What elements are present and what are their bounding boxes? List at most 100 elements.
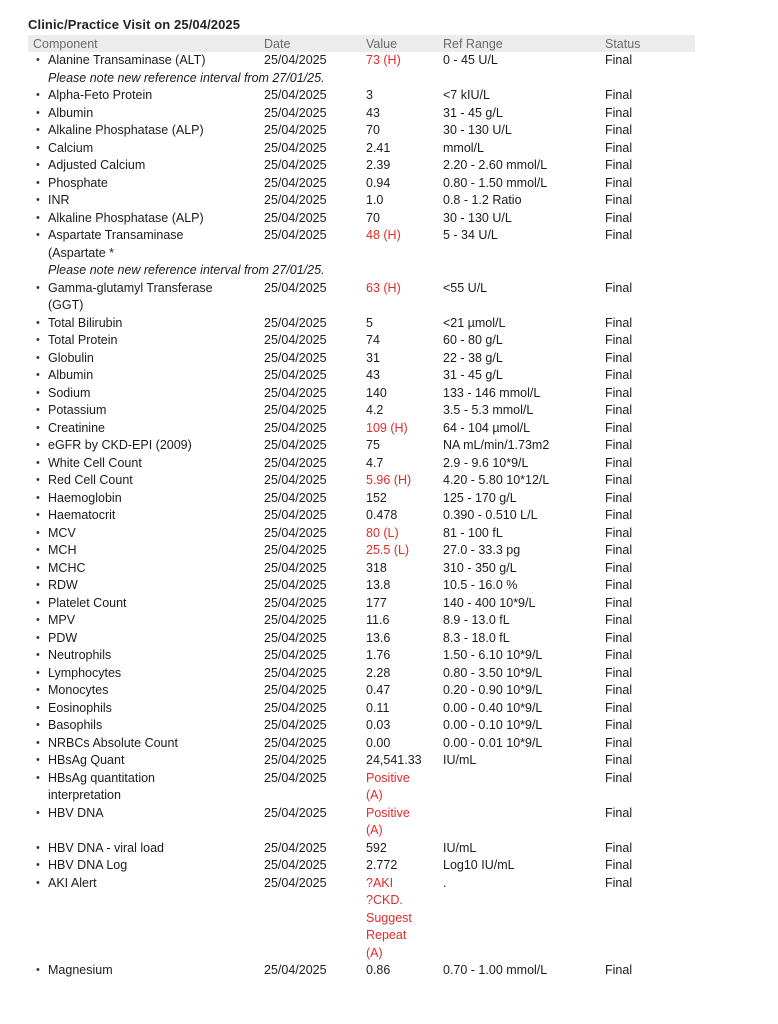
table-row: • Creatinine 25/04/2025 109 (H) 64 - 104 … (28, 420, 695, 438)
component-label: Albumin (48, 105, 94, 120)
component-label: eGFR by CKD-EPI (2009) (48, 438, 192, 452)
table-row: • RDW 25/04/2025 13.8 10.5 - 16.0 % Final (28, 577, 695, 595)
value-cell: 31 (366, 350, 380, 365)
date-cell: 25/04/2025 (264, 560, 327, 575)
value-cell: 75 (366, 438, 380, 452)
value-cell: 2.772 (366, 858, 398, 872)
ref-range-cell: 3.5 - 5.3 mmol/L (443, 403, 534, 417)
component-label: Eosinophils (48, 700, 112, 715)
date-cell: 25/04/2025 (264, 735, 327, 750)
component-label: Platelet Count (48, 595, 127, 610)
status-cell: Final (605, 105, 633, 120)
bullet-icon: • (36, 106, 40, 119)
ref-range-cell: 8.9 - 13.0 fL (443, 613, 510, 627)
value-cell: 63 (H) (366, 280, 401, 295)
status-cell: Final (605, 595, 633, 610)
status-cell: Final (605, 473, 633, 487)
component-cell: • Magnesium (28, 962, 264, 980)
date-cell: 25/04/2025 (264, 805, 327, 820)
value-cell: 109 (H) (366, 420, 408, 435)
date-cell: 25/04/2025 (264, 158, 327, 172)
table-row: • Aspartate Transaminase (Aspartate * 25/… (28, 227, 695, 262)
date-cell: 25/04/2025 (264, 210, 327, 225)
table-row: • Sodium 25/04/2025 140 133 - 146 mmol/L … (28, 385, 695, 403)
status-cell: Final (605, 735, 633, 750)
ref-range-cell: 133 - 146 mmol/L (443, 385, 541, 400)
component-label: Alkaline Phosphatase (ALP) (48, 210, 204, 225)
ref-range-cell: <55 U/L (443, 280, 488, 295)
bullet-icon: • (36, 491, 40, 504)
value-cell: Positive (A) (366, 770, 410, 803)
component-label: HBV DNA - viral load (48, 840, 165, 855)
component-cell: • Albumin (28, 367, 264, 385)
component-label: Aspartate Transaminase (Aspartate * (48, 228, 184, 260)
value-cell: 592 (366, 840, 387, 855)
component-cell: • White Cell Count (28, 455, 264, 473)
status-cell: Final (605, 560, 633, 575)
date-cell: 25/04/2025 (264, 595, 327, 610)
ref-range-cell: 2.20 - 2.60 mmol/L (443, 158, 548, 172)
ref-range-cell: NA mL/min/1.73m2 (443, 438, 550, 452)
value-cell: 5.96 (H) (366, 473, 412, 487)
status-cell: Final (605, 875, 633, 890)
component-label: Calcium (48, 140, 94, 155)
bullet-icon: • (36, 386, 40, 399)
bullet-icon: • (36, 736, 40, 749)
bullet-icon: • (36, 124, 40, 136)
date-cell: 25/04/2025 (264, 368, 327, 382)
component-label: MCH (48, 543, 77, 557)
component-cell: • Platelet Count (28, 595, 264, 613)
bullet-icon: • (36, 194, 40, 206)
component-cell: • Alpha-Feto Protein (28, 87, 264, 105)
ref-range-cell: <7 kIU/L (443, 88, 490, 102)
status-cell: Final (605, 665, 633, 680)
bullet-icon: • (36, 54, 40, 66)
table-row: • Gamma-glutamyl Transferase (GGT) 25/04/… (28, 280, 695, 315)
table-row: • HBsAg Quant 25/04/2025 24,541.33 IU/mL … (28, 752, 695, 770)
date-cell: 25/04/2025 (264, 753, 327, 767)
bullet-icon: • (36, 316, 40, 329)
date-cell: 25/04/2025 (264, 613, 327, 627)
bullet-icon: • (36, 334, 40, 346)
ref-range-cell (443, 805, 605, 840)
date-cell: 25/04/2025 (264, 385, 327, 400)
col-header-date: Date (264, 35, 366, 52)
status-cell: Final (605, 648, 633, 662)
bullet-icon: • (36, 649, 40, 661)
component-label: Albumin (48, 368, 94, 382)
value-cell: 74 (366, 333, 380, 347)
col-header-value: Value (366, 35, 443, 52)
bullet-icon: • (36, 509, 40, 521)
table-row: • Basophils 25/04/2025 0.03 0.00 - 0.10 1… (28, 717, 695, 735)
ref-range-cell: 140 - 400 10*9/L (443, 595, 536, 610)
ref-range-cell: 5 - 34 U/L (443, 228, 498, 242)
value-cell: 43 (366, 105, 380, 120)
value-cell: 70 (366, 210, 380, 225)
note-row: Please note new reference interval from … (28, 262, 695, 280)
component-cell: • Red Cell Count (28, 472, 264, 490)
component-label: HBV DNA (48, 805, 104, 820)
bullet-icon: • (36, 876, 40, 889)
date-cell: 25/04/2025 (264, 543, 327, 557)
component-label: INR (48, 193, 70, 207)
component-label: HBsAg quantitation interpretation (48, 770, 156, 803)
date-cell: 25/04/2025 (264, 508, 327, 522)
status-cell: Final (605, 718, 633, 732)
status-cell: Final (605, 543, 633, 557)
table-row: • Alpha-Feto Protein 25/04/2025 3 <7 kIU/… (28, 87, 695, 105)
bullet-icon: • (36, 666, 40, 679)
value-cell: 140 (366, 385, 387, 400)
bullet-icon: • (36, 229, 40, 241)
date-cell: 25/04/2025 (264, 648, 327, 662)
table-row: • PDW 25/04/2025 13.6 8.3 - 18.0 fL Final (28, 630, 695, 648)
status-cell: Final (605, 630, 633, 645)
date-cell: 25/04/2025 (264, 175, 327, 190)
status-cell: Final (605, 228, 633, 242)
component-cell: • Alanine Transaminase (ALT) (28, 52, 264, 70)
date-cell: 25/04/2025 (264, 403, 327, 417)
date-cell: 25/04/2025 (264, 123, 327, 137)
bullet-icon: • (36, 439, 40, 451)
value-cell: 0.478 (366, 508, 398, 522)
component-cell: • RDW (28, 577, 264, 595)
component-cell: • Adjusted Calcium (28, 157, 264, 175)
